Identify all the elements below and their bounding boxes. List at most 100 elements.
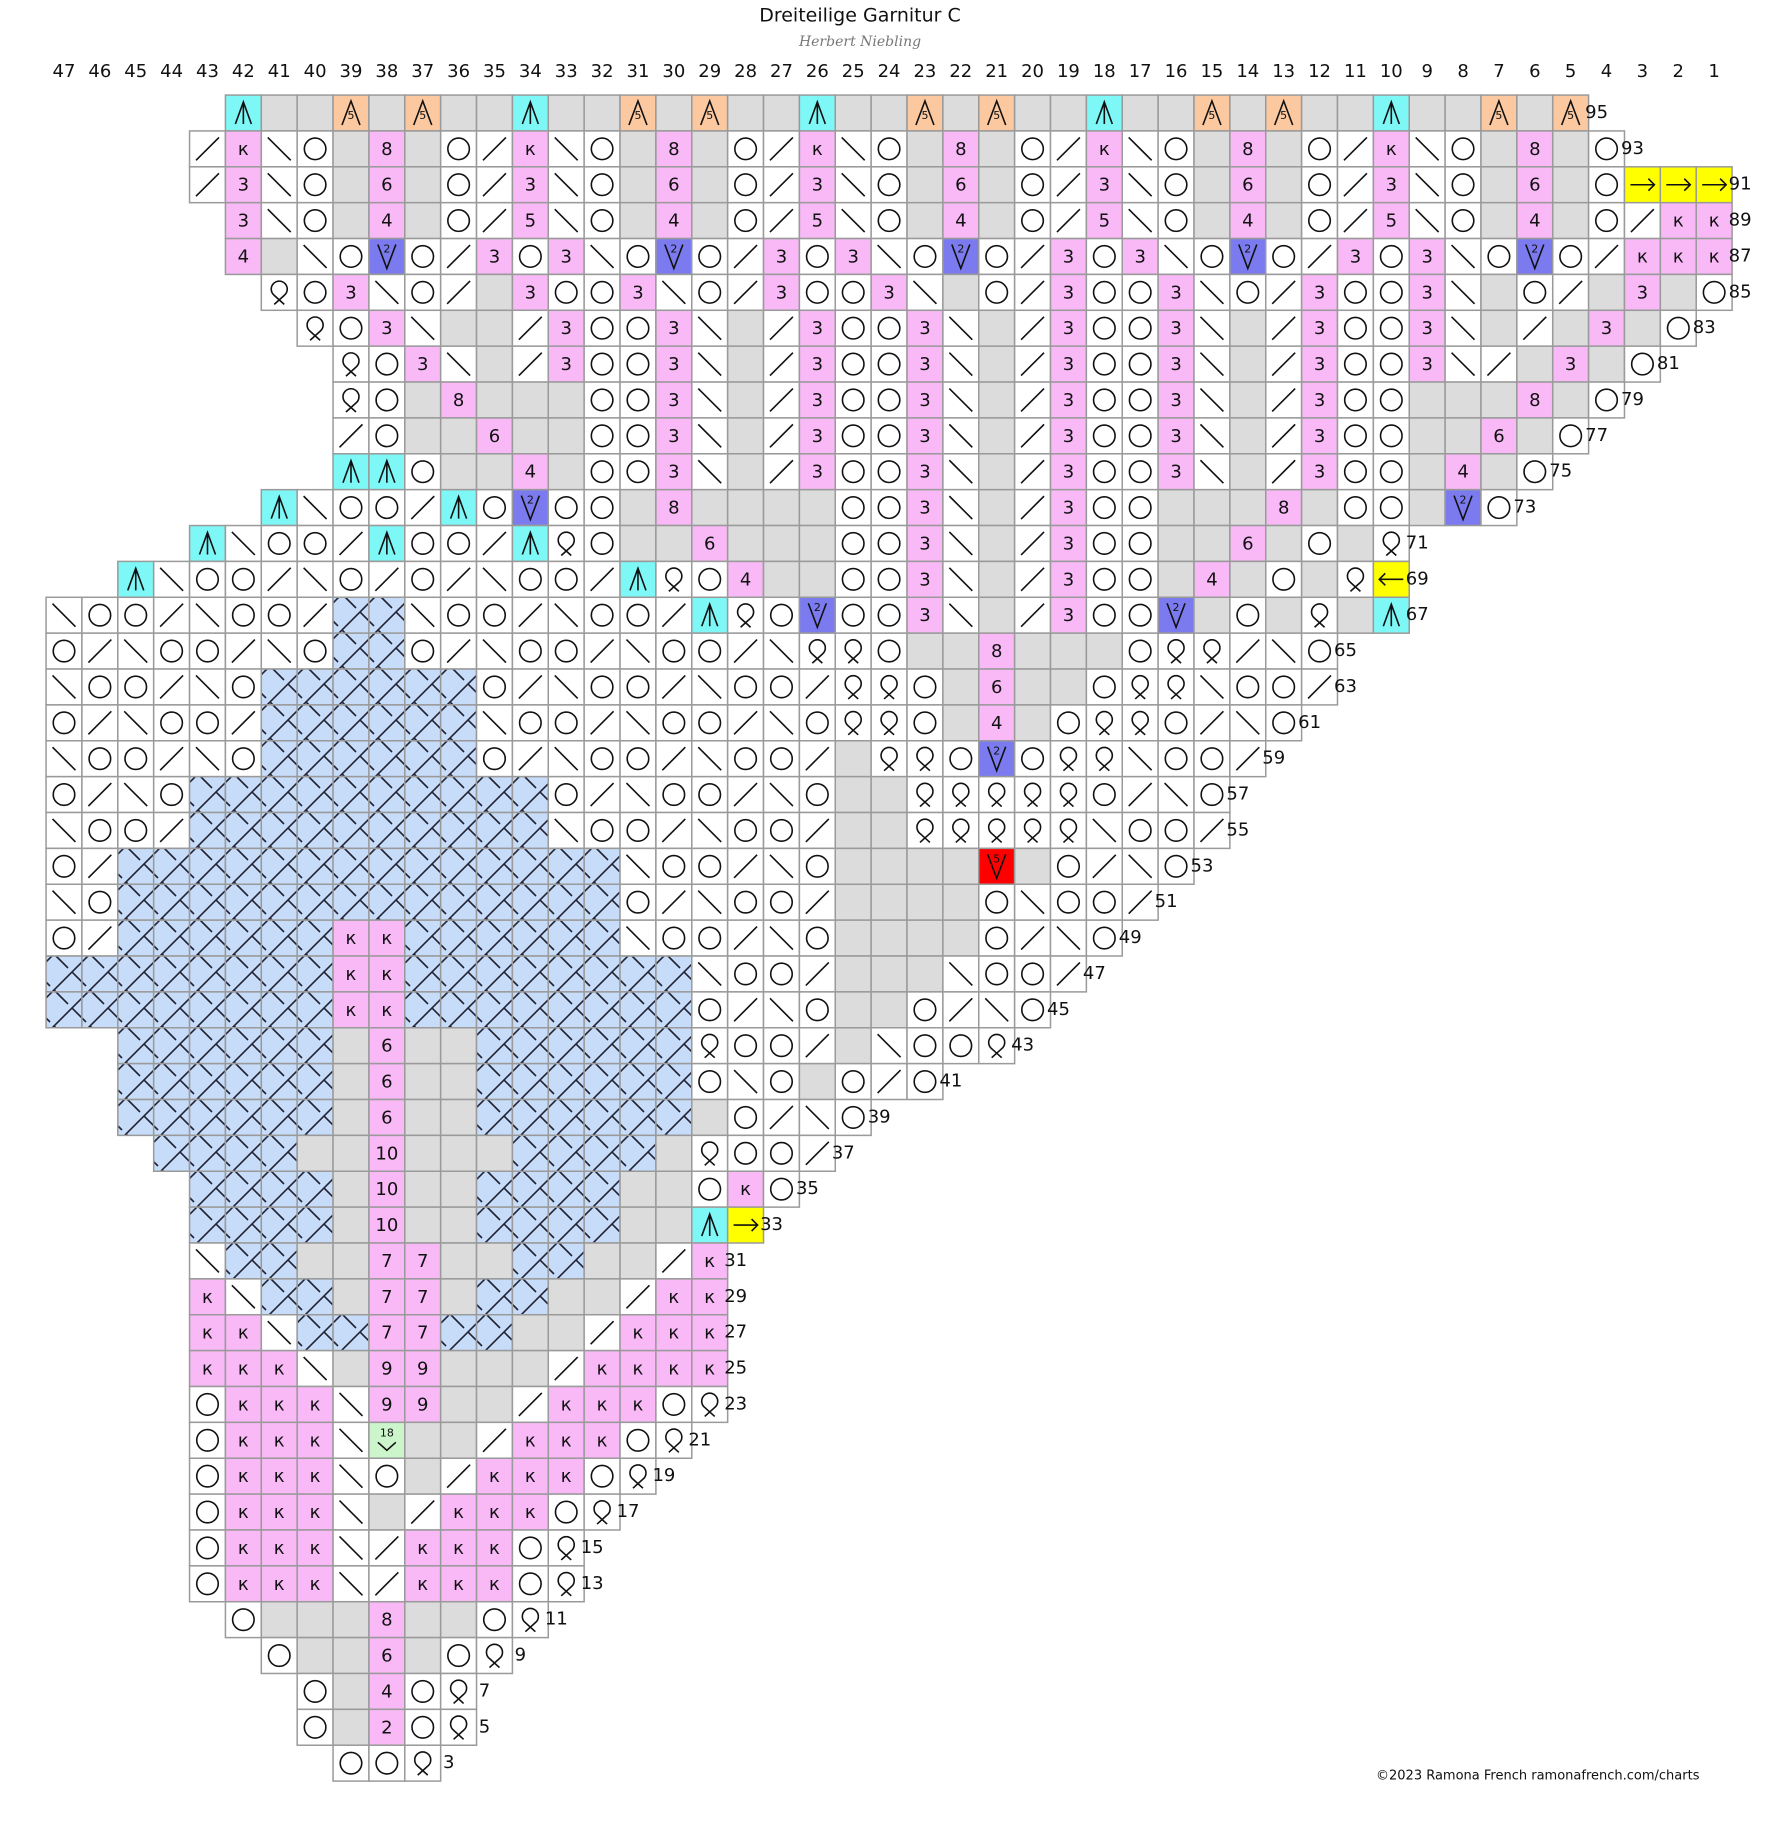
yarn-over: [877, 496, 901, 520]
cell: [1229, 524, 1267, 563]
yarn-over: [1021, 998, 1045, 1022]
row-number: 21: [688, 1429, 711, 1450]
cell: [511, 1027, 550, 1065]
yarn-over: [52, 854, 76, 878]
cell-label: 3: [1565, 354, 1576, 375]
yarn-over: [554, 496, 578, 520]
cell: [475, 883, 514, 921]
cell: [726, 1134, 765, 1173]
yarn-over: [698, 244, 722, 269]
yarn-over: [626, 424, 650, 448]
cell: [332, 1098, 370, 1137]
cell: [1444, 453, 1482, 491]
cell: [439, 417, 478, 455]
k2tog: [1235, 746, 1260, 771]
yarn-over: [1021, 962, 1045, 986]
cell: [404, 453, 442, 491]
cell: [834, 237, 872, 276]
twisted-stitch: [1095, 710, 1114, 736]
yarn-over: [626, 1428, 650, 1452]
k2tog: [1128, 890, 1153, 915]
yarn-over: [1451, 173, 1475, 197]
ssk: [1235, 710, 1260, 735]
ssk: [841, 136, 866, 161]
double-decrease: [270, 494, 288, 519]
cell: [224, 919, 263, 957]
k2tog: [733, 997, 758, 1022]
cell: [260, 1600, 298, 1639]
cell-label: 3: [560, 246, 571, 267]
cell: [224, 1493, 263, 1531]
cell: [1013, 704, 1052, 742]
cell-label: 3: [1421, 282, 1432, 303]
cell-label: 3: [1350, 246, 1361, 267]
yarn-over: [1092, 352, 1116, 376]
yarn-over: [231, 675, 255, 699]
cell: [870, 775, 908, 814]
ssk: [51, 603, 77, 628]
cell: [834, 417, 872, 455]
ssk: [697, 818, 722, 843]
yarn-over: [1379, 244, 1403, 269]
cell: [332, 130, 370, 168]
cell-label: 5: [993, 109, 1000, 122]
twisted-stitch: [1346, 567, 1365, 592]
cell: [1157, 668, 1195, 706]
cell: [404, 955, 442, 993]
yarn-over: [1164, 173, 1188, 197]
ssk: [697, 674, 722, 700]
cell: [1121, 596, 1159, 634]
yarn-over: [985, 890, 1009, 914]
cell: [906, 704, 944, 742]
cell: [404, 1421, 442, 1459]
yarn-over: [698, 783, 722, 807]
cell-label: к: [417, 1574, 428, 1595]
yarn-over: [1379, 280, 1403, 304]
cell-label: 3: [776, 282, 787, 303]
cell: [1623, 345, 1662, 383]
ssk: [195, 746, 220, 771]
column-number: 37: [411, 61, 434, 82]
cell-label: 3: [919, 318, 930, 339]
cell: [475, 1170, 514, 1208]
cell: [978, 345, 1016, 383]
cell-label: к: [274, 1574, 285, 1595]
cell-label: к: [668, 1323, 679, 1344]
cell: [260, 919, 298, 957]
cell: [1085, 883, 1124, 921]
row-number: 71: [1406, 532, 1429, 553]
cell: [619, 1134, 657, 1173]
yarn-over: [590, 137, 614, 161]
cell: [188, 847, 227, 886]
cell: [511, 381, 550, 419]
ssk: [697, 961, 722, 986]
cell: [1264, 166, 1303, 204]
cell: [1229, 453, 1267, 491]
ssk: [267, 1320, 292, 1345]
cell: [547, 632, 585, 670]
cell: [188, 632, 227, 670]
cell-label: 5: [419, 109, 426, 122]
cell: [188, 1457, 227, 1495]
cell: [404, 1098, 442, 1137]
ssk: [554, 746, 579, 771]
cell-label: 4: [1242, 211, 1253, 232]
cell: [1193, 740, 1231, 778]
cell: [152, 1098, 191, 1137]
row-number: 65: [1334, 640, 1357, 661]
cell: [439, 130, 478, 168]
cell-label: к: [346, 928, 357, 949]
twisted-stitch: [1059, 782, 1078, 808]
yarn-over: [877, 137, 901, 161]
yarn-over: [626, 316, 650, 340]
k2tog: [1020, 387, 1045, 413]
yarn-over: [1343, 316, 1367, 340]
cell: [439, 1600, 478, 1639]
k2tog: [1271, 316, 1296, 341]
cell: [332, 1708, 370, 1746]
cell-label: 7: [381, 1287, 392, 1308]
cell: [224, 1170, 263, 1208]
yarn-over: [841, 352, 865, 376]
yarn-over: [160, 783, 184, 807]
cell: [439, 1708, 478, 1746]
